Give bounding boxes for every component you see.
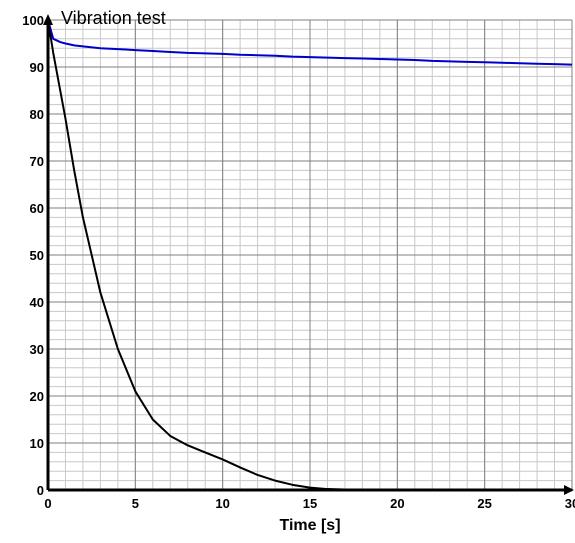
x-tick-label: 20 [390,496,404,511]
tick-labels: 0 5 10 15 20 25 30 0 10 20 30 40 50 60 70 80 90 100 [22,13,575,511]
x-tick-label: 15 [303,496,317,511]
x-tick-label: 30 [565,496,575,511]
y-tick-label: 50 [30,248,44,263]
y-tick-label: 80 [30,107,44,122]
y-tick-label: 40 [30,295,44,310]
x-tick-label: 5 [132,496,139,511]
y-tick-label: 90 [30,60,44,75]
y-tick-label: 70 [30,154,44,169]
major-grid [47,19,573,491]
y-tick-label: 100 [22,13,44,28]
x-axis-arrow [564,485,574,495]
x-tick-label: 10 [215,496,229,511]
y-tick-label: 0 [37,483,44,498]
chart-title: Vibration test [61,8,166,28]
y-tick-label: 10 [30,436,44,451]
y-tick-label: 60 [30,201,44,216]
x-tick-label: 25 [477,496,491,511]
y-tick-label: 30 [30,342,44,357]
y-axis-arrow [43,14,53,25]
axes [43,14,574,495]
series-line-1 [47,19,573,66]
x-tick-label: 0 [44,496,51,511]
x-axis-title: Time [s] [279,517,340,534]
y-tick-label: 20 [30,389,44,404]
